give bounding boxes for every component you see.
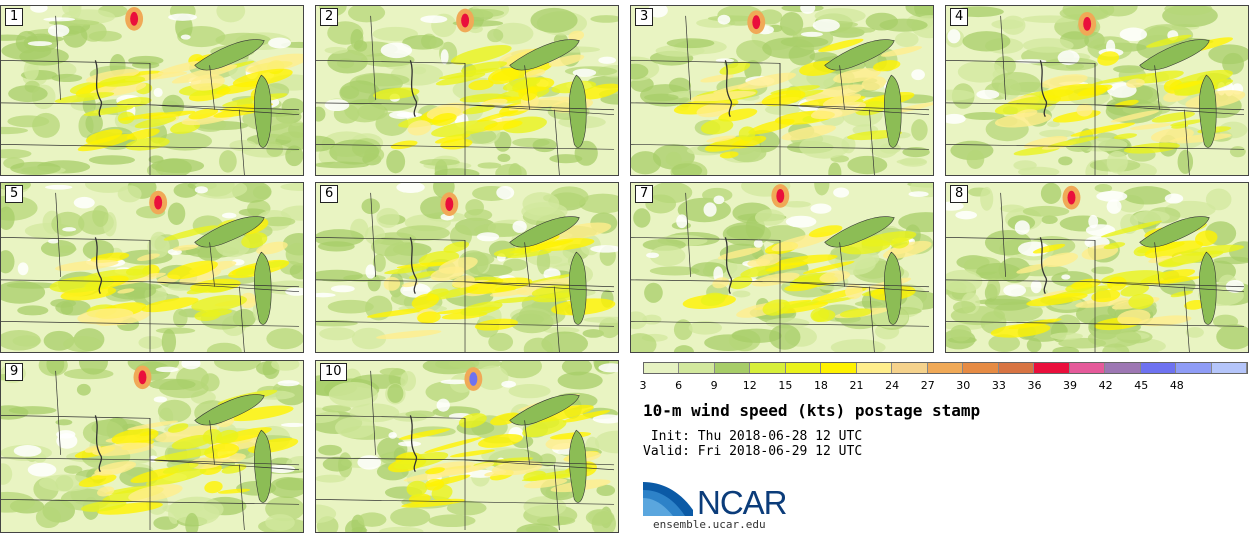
colorbar-tick-label: 18 xyxy=(813,379,828,392)
colorbar-segment xyxy=(892,363,928,373)
wind-speed-field xyxy=(946,6,1248,175)
member-number-label: 9 xyxy=(5,363,24,381)
colorbar-tick-label: 15 xyxy=(778,379,793,392)
colorbar-segment xyxy=(1140,363,1177,373)
colorbar-tick-label: 27 xyxy=(920,379,935,392)
ensemble-member-map-1: 1 xyxy=(0,5,304,176)
ensemble-member-map-9: 9 xyxy=(0,360,304,533)
colorbar-segment xyxy=(1176,363,1212,373)
colorbar-tick-label: 33 xyxy=(991,379,1006,392)
colorbar-segment xyxy=(1211,363,1247,373)
colorbar-tick-label: 24 xyxy=(885,379,900,392)
colorbar-tick-label: 45 xyxy=(1134,379,1149,392)
member-number-label: 6 xyxy=(320,185,339,203)
colorbar-segment xyxy=(785,363,822,373)
colorbar-segment xyxy=(644,363,680,373)
wind-speed-field xyxy=(946,183,1248,352)
colorbar-tick-label: 21 xyxy=(849,379,864,392)
ensemble-member-map-3: 3 xyxy=(630,5,934,176)
wind-speed-field xyxy=(1,183,303,352)
colorbar-tick-label: 9 xyxy=(710,379,718,392)
wind-speed-field xyxy=(316,6,618,175)
colorbar-segment xyxy=(1105,363,1141,373)
member-number-label: 1 xyxy=(5,8,24,26)
member-number-label: 3 xyxy=(635,8,654,26)
init-time-label: Init: Thu 2018-06-28 12 UTC xyxy=(643,429,863,444)
colorbar-segment xyxy=(927,363,964,373)
ncar-wordmark: NCAR xyxy=(697,484,788,521)
colorbar-segment xyxy=(998,363,1035,373)
colorbar-segment xyxy=(821,363,857,373)
colorbar-tick-label: 39 xyxy=(1063,379,1078,392)
member-number-label: 5 xyxy=(5,185,24,203)
ensemble-member-map-8: 8 xyxy=(945,182,1249,353)
ensemble-url: ensemble.ucar.edu xyxy=(653,518,766,531)
colorbar-segment xyxy=(1034,363,1070,373)
colorbar-segment xyxy=(1069,363,1106,373)
member-number-label: 2 xyxy=(320,8,339,26)
wind-speed-field xyxy=(1,6,303,175)
colorbar-segment xyxy=(856,363,893,373)
ensemble-member-map-5: 5 xyxy=(0,182,304,353)
member-number-label: 7 xyxy=(635,185,654,203)
colorbar-tick-label: 48 xyxy=(1169,379,1184,392)
ensemble-member-map-4: 4 xyxy=(945,5,1249,176)
colorbar-tick-labels: 3 6 9 12 15 18 21 24 27 30 33 36 39 42 45 48 xyxy=(639,379,1248,393)
ncar-logo-icon xyxy=(643,482,693,516)
ensemble-member-map-2: 2 xyxy=(315,5,619,176)
ensemble-member-map-10: 10 xyxy=(315,360,619,533)
colorbar-tick-label: 12 xyxy=(742,379,757,392)
member-number-label: 10 xyxy=(320,363,347,381)
colorbar-segment xyxy=(963,363,999,373)
chart-title: 10-m wind speed (kts) postage stamp xyxy=(643,401,981,420)
wind-speed-field xyxy=(316,361,618,532)
colorbar-segment xyxy=(714,363,751,373)
colorbar-tick-label: 30 xyxy=(956,379,971,392)
wind-speed-colorbar xyxy=(643,362,1248,374)
colorbar-segment xyxy=(679,363,715,373)
wind-speed-field xyxy=(631,6,933,175)
valid-time-label: Valid: Fri 2018-06-29 12 UTC xyxy=(643,444,863,459)
member-number-label: 4 xyxy=(950,8,969,26)
ensemble-member-map-6: 6 xyxy=(315,182,619,353)
member-number-label: 8 xyxy=(950,185,969,203)
colorbar-tick-label: 36 xyxy=(1027,379,1042,392)
colorbar-tick-label: 42 xyxy=(1098,379,1113,392)
wind-speed-field xyxy=(316,183,618,352)
wind-speed-field xyxy=(1,361,303,532)
wind-speed-field xyxy=(631,183,933,352)
ensemble-member-map-7: 7 xyxy=(630,182,934,353)
colorbar-tick-label: 6 xyxy=(675,379,683,392)
colorbar-tick-label: 3 xyxy=(639,379,647,392)
colorbar-segment xyxy=(750,363,786,373)
